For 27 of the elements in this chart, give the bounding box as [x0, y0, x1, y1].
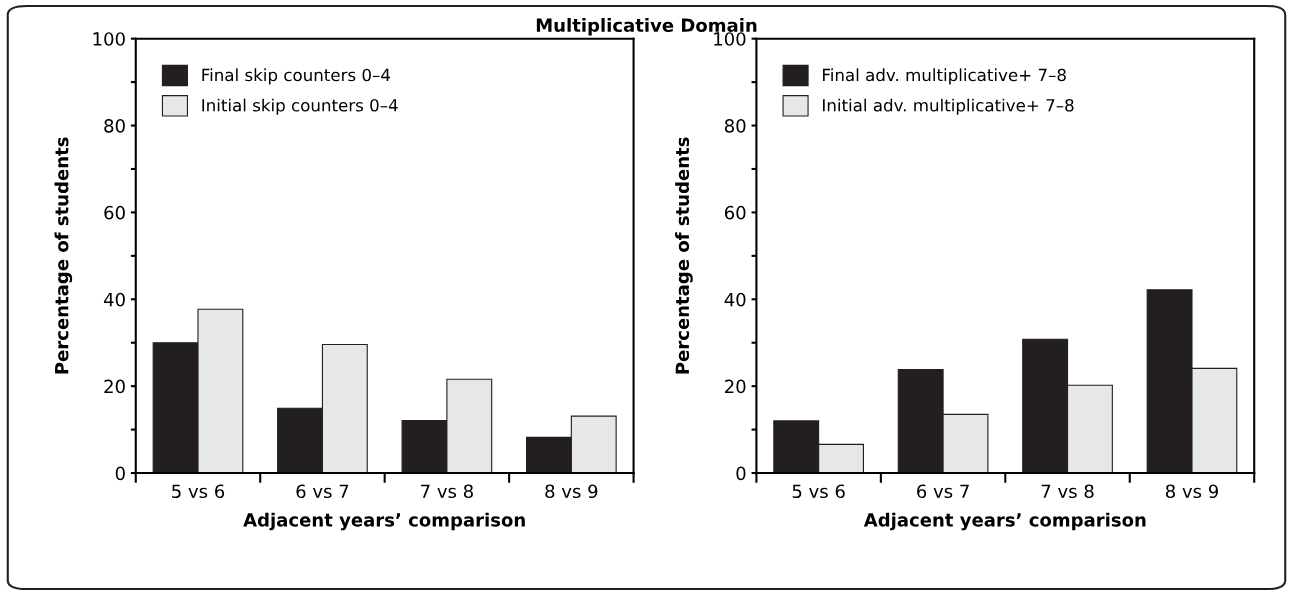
y-tick-label: 0 — [736, 466, 746, 481]
x-tick-label: 5 vs 6 — [172, 484, 225, 499]
y-tick-label: 20 — [104, 379, 125, 394]
x-tick-label: 8 vs 9 — [545, 484, 598, 499]
y-tick-label: 0 — [115, 466, 125, 481]
y-axis-title: Percentage of students — [675, 137, 693, 374]
x-tick-label: 5 vs 6 — [792, 484, 845, 499]
legend-label: Final skip counters 0–4 — [202, 68, 391, 85]
x-axis-title: Adjacent years’ comparison — [243, 512, 525, 531]
x-tick-label: 7 vs 8 — [421, 484, 473, 499]
x-tick-label: 6 vs 7 — [296, 484, 349, 499]
y-tick-label: 80 — [724, 119, 746, 133]
legend-label: Initial adv. multiplicative+ 7–8 — [823, 98, 1074, 115]
legend-label: Final adv. multiplicative+ 7–8 — [823, 68, 1066, 85]
y-tick-label: 60 — [724, 205, 746, 220]
y-tick-label: 80 — [104, 119, 125, 133]
y-tick-label: 40 — [103, 292, 125, 307]
y-tick-label: 20 — [725, 379, 746, 394]
y-tick-label: 60 — [104, 205, 125, 220]
x-tick-label: 7 vs 8 — [1041, 484, 1094, 499]
y-tick-label: 40 — [724, 292, 746, 307]
x-tick-label: 8 vs 9 — [1165, 484, 1218, 499]
y-tick-label: 100 — [93, 32, 125, 46]
legend-label: Initial skip counters 0–4 — [202, 98, 398, 115]
x-axis-title: Adjacent years’ comparison — [863, 512, 1146, 531]
y-axis-title: Percentage of students — [54, 137, 73, 374]
x-tick-label: 6 vs 7 — [917, 484, 969, 499]
